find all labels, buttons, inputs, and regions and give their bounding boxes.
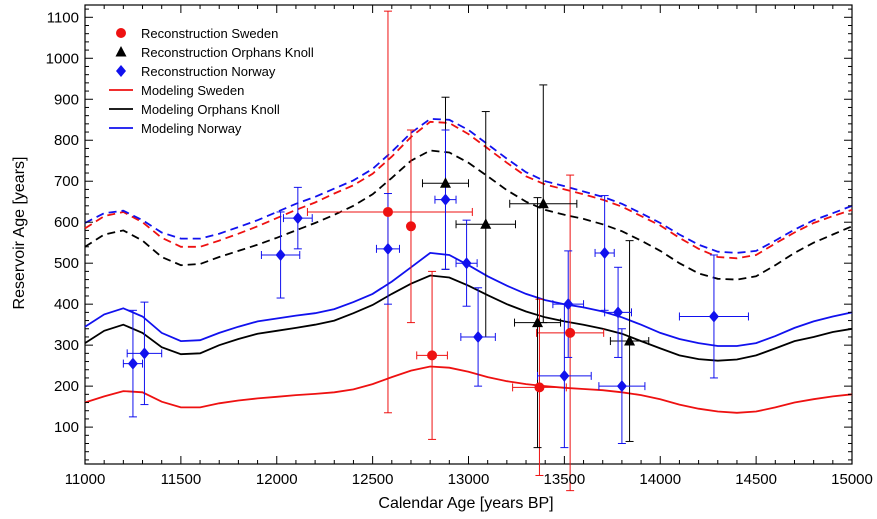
- y-tick-label: 1000: [46, 50, 79, 67]
- data-point-diamond: [473, 330, 484, 343]
- model-curve-dashed: [84, 149, 853, 281]
- data-point-diamond: [708, 310, 719, 323]
- legend-label: Modeling Orphans Knoll: [141, 102, 280, 117]
- data-point-circle: [382, 206, 393, 217]
- data-point-diamond: [563, 298, 574, 311]
- data-point-circle: [405, 221, 416, 232]
- axis-ticks-group: 11000 11500 12000 12500 13000 13500 14000 14500…: [46, 5, 873, 488]
- x-tick-label: 11000: [65, 471, 106, 488]
- y-tick-label: 800: [54, 132, 79, 149]
- data-point-triangle: [439, 177, 451, 188]
- data-point-triangle: [480, 218, 492, 229]
- data-point-circle: [565, 327, 576, 338]
- y-tick-label: 900: [54, 91, 79, 108]
- y-tick-label: 400: [54, 296, 79, 313]
- data-point-diamond: [461, 257, 472, 270]
- model-curve: [84, 274, 853, 362]
- data-point-diamond: [613, 306, 624, 319]
- data-point-diamond: [275, 248, 286, 261]
- y-tick-label: 1100: [47, 9, 79, 26]
- data-point-circle: [534, 382, 545, 393]
- x-tick-label: 12000: [256, 471, 298, 488]
- legend-marker-diamond: [116, 65, 126, 77]
- data-point-diamond: [559, 369, 570, 382]
- legend-label: Reconstruction Sweden: [141, 26, 278, 41]
- data-point-diamond: [127, 357, 138, 370]
- x-tick-label: 13500: [544, 471, 586, 488]
- data-point-diamond: [139, 347, 150, 360]
- legend-label: Reconstruction Orphans Knoll: [141, 45, 314, 60]
- x-tick-label: 14000: [639, 471, 681, 488]
- data-point-circle: [427, 350, 438, 361]
- y-tick-label: 100: [54, 419, 79, 436]
- x-tick-label: 12500: [352, 471, 394, 488]
- legend-label: Modeling Sweden: [141, 83, 244, 98]
- data-point-diamond: [440, 193, 451, 206]
- data-points-group: [127, 177, 719, 393]
- x-tick-label: 11500: [161, 471, 202, 488]
- data-point-triangle: [537, 197, 549, 209]
- x-axis-title: Calendar Age [years BP]: [378, 495, 553, 512]
- y-tick-label: 700: [54, 173, 79, 190]
- data-point-diamond: [599, 246, 610, 259]
- x-tick-label: 13000: [448, 471, 490, 488]
- y-axis-title: Reservoir Age [years]: [11, 157, 28, 310]
- legend-label: Reconstruction Norway: [141, 64, 276, 79]
- data-point-triangle: [532, 316, 544, 328]
- legend-marker-circle: [116, 28, 126, 38]
- legend-group: Reconstruction Sweden Reconstruction Orph…: [109, 26, 314, 136]
- legend-label: Modeling Norway: [141, 121, 242, 136]
- y-tick-label: 300: [54, 337, 79, 354]
- y-tick-label: 500: [54, 255, 79, 272]
- legend-marker-triangle: [115, 46, 127, 57]
- data-point-diamond: [292, 212, 303, 225]
- data-point-diamond: [616, 380, 627, 393]
- model-curve-dashed: [84, 120, 853, 260]
- model-curve-dashed: [84, 117, 853, 254]
- x-tick-label: 15000: [831, 471, 873, 488]
- data-point-diamond: [382, 242, 393, 255]
- data-point-triangle: [624, 335, 636, 346]
- x-tick-label: 14500: [735, 471, 777, 488]
- model-curve: [84, 365, 853, 414]
- y-tick-label: 600: [54, 214, 79, 231]
- y-tick-label: 200: [54, 378, 79, 395]
